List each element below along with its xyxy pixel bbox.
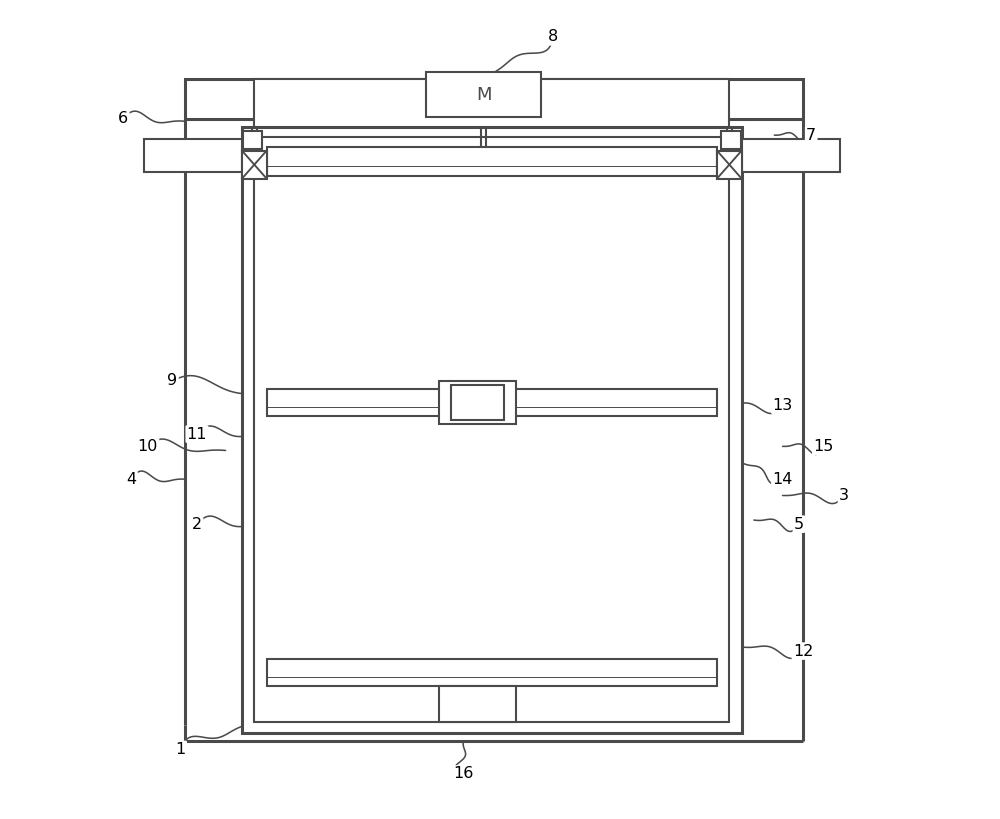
Bar xyxy=(267,147,717,176)
Bar xyxy=(439,381,516,424)
Text: 9: 9 xyxy=(167,373,177,388)
Text: 11: 11 xyxy=(187,427,207,441)
Bar xyxy=(717,151,742,179)
Text: 1: 1 xyxy=(175,742,186,757)
Bar xyxy=(267,659,717,686)
Bar xyxy=(451,385,504,420)
Bar xyxy=(185,79,803,119)
Bar xyxy=(721,131,741,149)
Bar xyxy=(254,79,729,127)
Bar xyxy=(267,389,717,416)
Bar xyxy=(254,137,729,722)
Text: 7: 7 xyxy=(806,128,816,143)
Bar xyxy=(426,72,541,117)
Bar xyxy=(242,127,742,733)
Bar xyxy=(242,151,267,179)
Bar xyxy=(144,139,242,172)
Text: 13: 13 xyxy=(772,398,793,413)
Bar xyxy=(742,139,840,172)
Text: 2: 2 xyxy=(192,517,202,532)
Bar xyxy=(243,131,262,149)
Text: 5: 5 xyxy=(794,517,804,532)
Bar xyxy=(439,686,516,722)
Text: 6: 6 xyxy=(118,111,128,126)
Text: 8: 8 xyxy=(548,29,558,44)
Text: 4: 4 xyxy=(126,472,137,486)
Text: 3: 3 xyxy=(839,488,849,503)
Text: 16: 16 xyxy=(453,767,473,781)
Text: 12: 12 xyxy=(793,644,813,658)
Text: 14: 14 xyxy=(772,472,793,486)
Text: M: M xyxy=(476,86,491,104)
Text: 15: 15 xyxy=(813,439,834,454)
Text: 10: 10 xyxy=(138,439,158,454)
